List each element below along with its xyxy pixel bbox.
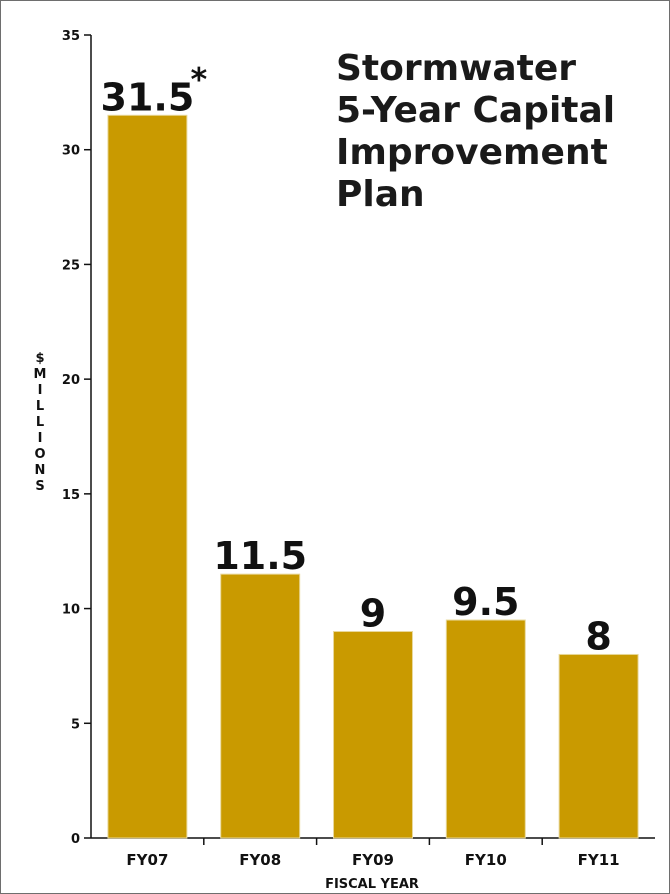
bars: [107, 114, 639, 839]
bar-fy09: [333, 631, 413, 839]
x-tick-label: FY07: [126, 851, 168, 869]
bar-fy08: [220, 573, 301, 839]
data-label: 11.5: [213, 534, 307, 578]
data-label: 8: [585, 614, 611, 658]
bar-fy10: [445, 619, 526, 839]
data-label: 9: [360, 592, 386, 636]
y-tick-label: 10: [62, 603, 80, 618]
y-axis-label-char: O: [34, 447, 45, 462]
chart-title-line: Improvement: [336, 132, 608, 173]
y-tick-label: 20: [62, 373, 80, 388]
data-label: 9.5: [452, 580, 519, 624]
y-tick-label: 25: [62, 258, 80, 273]
y-axis-label-char: I: [38, 383, 43, 398]
x-tick-label: FY11: [578, 851, 620, 869]
y-axis: 0 5 10 15 20 25 30 35: [62, 29, 92, 847]
y-axis-label-char: I: [38, 431, 43, 446]
y-axis-label-char: L: [36, 399, 44, 414]
y-axis-label-char: N: [35, 463, 46, 478]
y-axis-label-char: S: [35, 479, 44, 494]
chart-title-line: Plan: [336, 174, 425, 215]
chart-title-line: Stormwater: [336, 48, 576, 89]
y-tick-label: 30: [62, 144, 80, 159]
data-labels: 31.5* 11.5 9 9.5 8: [101, 60, 612, 658]
y-tick-label: 0: [71, 832, 80, 847]
y-tick-label: 5: [71, 717, 80, 732]
y-axis-label-char: L: [36, 415, 44, 430]
bar-fy07: [107, 114, 188, 839]
y-tick-label: 35: [62, 29, 80, 44]
y-tick-label: 15: [62, 488, 80, 503]
data-label: 31.5: [101, 75, 195, 119]
chart-title-line: 5-Year Capital: [336, 90, 615, 131]
x-tick-label: FY08: [239, 851, 281, 869]
x-axis: FY07 FY08 FY09 FY10 FY11: [91, 837, 655, 869]
x-tick-label: FY09: [352, 851, 394, 869]
bar-fy11: [558, 653, 639, 839]
x-tick-label: FY10: [465, 851, 507, 869]
annotation-asterisk: *: [191, 60, 208, 98]
x-axis-label: FISCAL YEAR: [325, 877, 419, 892]
y-axis-label-char: M: [34, 367, 47, 382]
y-axis-label-char: $: [35, 351, 44, 366]
